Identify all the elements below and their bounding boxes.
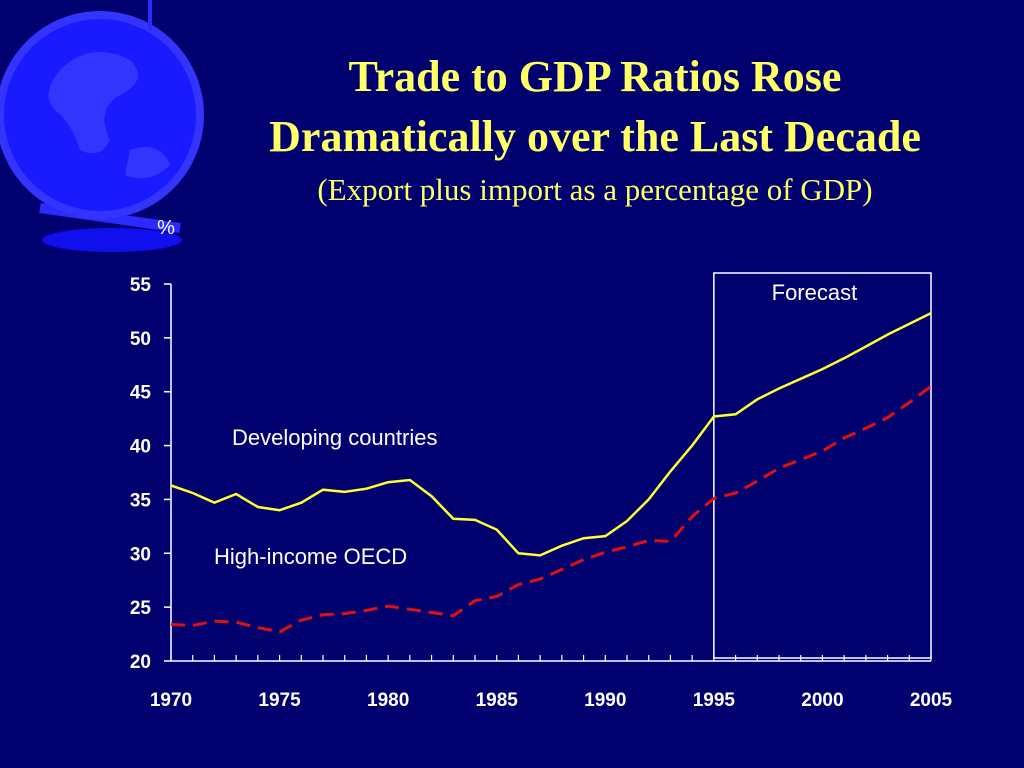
y-tick-label: 20	[130, 652, 151, 673]
forecast-region	[713, 272, 932, 659]
x-tick-label: 1975	[258, 690, 301, 711]
page-title-line-2: Dramatically over the Last Decade	[269, 112, 921, 161]
page-title-line-1: Trade to GDP Ratios Rose	[348, 52, 842, 101]
y-tick-label: 40	[130, 437, 151, 458]
x-tick-label: 1990	[584, 690, 626, 711]
y-ticks: 20 25 30 35 40 45 50 55	[130, 275, 171, 673]
y-tick-label: 55	[130, 275, 152, 296]
x-tick-label: 1995	[693, 690, 736, 711]
globe-icon	[0, 0, 204, 252]
y-tick-label: 45	[130, 383, 152, 404]
x-tick-label: 2000	[801, 690, 843, 711]
y-tick-label: 50	[130, 329, 151, 350]
y-tick-label: 35	[130, 490, 152, 511]
series-label-high-income-oecd: High-income OECD	[214, 544, 407, 569]
x-ticks: 1970 1975 1980 1985 1990 1995 2000 2005	[150, 655, 953, 711]
x-tick-label: 1985	[476, 690, 519, 711]
series-line-developing-countries	[170, 311, 932, 557]
y-tick-label: 25	[130, 598, 152, 619]
x-tick-label: 1980	[367, 690, 409, 711]
x-tick-label: 2005	[910, 690, 953, 711]
y-axis-label: %	[157, 217, 175, 239]
series-label-developing-countries: Developing countries	[232, 425, 437, 450]
page-subtitle: (Export plus import as a percentage of G…	[317, 172, 873, 207]
series-line-high-income-oecd	[170, 385, 932, 634]
x-tick-label: 1970	[150, 690, 192, 711]
y-tick-label: 30	[130, 544, 151, 565]
forecast-label: Forecast	[772, 280, 858, 305]
